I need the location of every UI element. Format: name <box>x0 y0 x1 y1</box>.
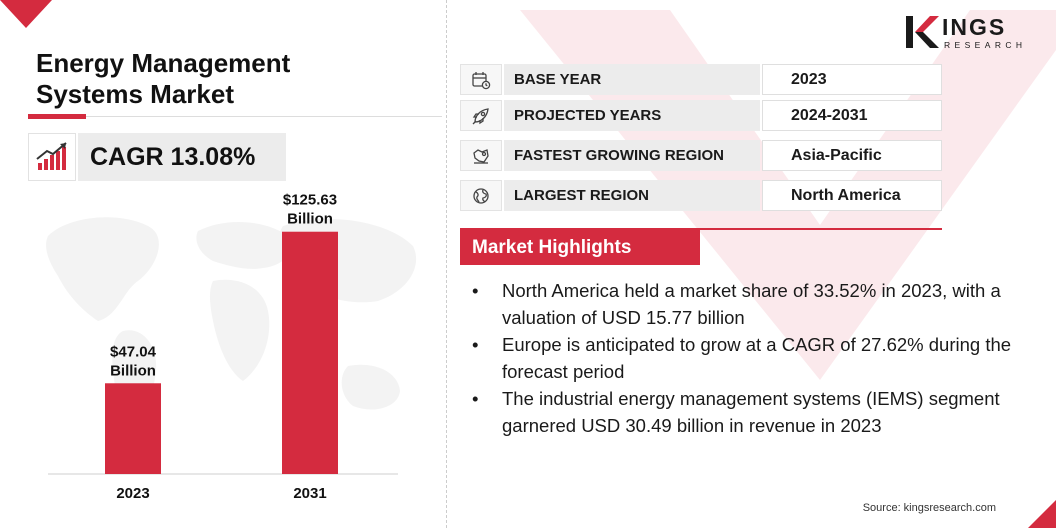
title-underline <box>28 116 442 117</box>
x-tick-label-2031: 2031 <box>293 485 326 502</box>
logo-subtitle: RESEARCH <box>944 40 1027 50</box>
highlights-title: Market Highlights <box>460 230 700 265</box>
bar-value-label-2031-line-2: Billion <box>287 211 333 228</box>
page-title-line-1: Energy Management <box>36 48 291 78</box>
page-title-line-2: Systems Market <box>36 79 234 109</box>
highlight-item: Europe is anticipated to grow at a CAGR … <box>472 331 1032 385</box>
bar-2031 <box>282 231 338 474</box>
info-value-largest-region: North America <box>762 180 942 211</box>
bar-value-label-2023-line-1: $47.04 <box>110 343 157 360</box>
section-divider <box>446 0 447 528</box>
logo-k-mark <box>906 16 939 48</box>
cagr-icon <box>28 133 76 181</box>
globe-icon <box>460 180 502 211</box>
source-credit: Source: kingsresearch.com <box>862 502 996 514</box>
highlights-rule <box>460 228 942 230</box>
info-label-largest-region: LARGEST REGION <box>504 180 760 211</box>
info-row-largest-region: LARGEST REGION North America <box>460 180 942 211</box>
info-value-base-year: 2023 <box>762 64 942 95</box>
x-tick-label-2023: 2023 <box>116 485 149 502</box>
info-label-fastest-growing-region: FASTEST GROWING REGION <box>504 140 760 171</box>
info-label-projected-years: PROJECTED YEARS <box>504 100 760 131</box>
rocket-icon <box>460 100 502 131</box>
kings-research-logo: INGS RESEARCH <box>906 14 1038 54</box>
info-row-projected-years: PROJECTED YEARS 2024-2031 <box>460 100 942 131</box>
corner-accent-bottom-right <box>1028 500 1056 528</box>
bar-value-label-2031-line-1: $125.63 <box>283 192 337 209</box>
title-underline-accent <box>28 114 86 119</box>
info-row-base-year: BASE YEAR 2023 <box>460 64 942 95</box>
highlight-item: North America held a market share of 33.… <box>472 277 1032 331</box>
page-title: Energy Management Systems Market <box>36 48 416 110</box>
info-value-fastest-growing-region: Asia-Pacific <box>762 140 942 171</box>
info-row-fastest-growing-region: FASTEST GROWING REGION Asia-Pacific <box>460 140 942 171</box>
calendar-icon <box>460 64 502 95</box>
bar-value-label-2023-line-2: Billion <box>110 362 156 379</box>
logo-wordmark: INGS <box>942 14 1007 40</box>
info-label-base-year: BASE YEAR <box>504 64 760 95</box>
corner-accent-top-left <box>0 0 52 28</box>
info-value-projected-years: 2024-2031 <box>762 100 942 131</box>
market-size-bar-chart: $47.04 Billion 2023 $125.63 Billion 2031 <box>48 192 398 502</box>
bar-2023 <box>105 383 161 474</box>
map-region-icon <box>460 140 502 171</box>
highlight-item: The industrial energy management systems… <box>472 385 1032 439</box>
cagr-value: CAGR 13.08% <box>78 133 286 181</box>
highlights-list: North America held a market share of 33.… <box>472 277 1032 439</box>
